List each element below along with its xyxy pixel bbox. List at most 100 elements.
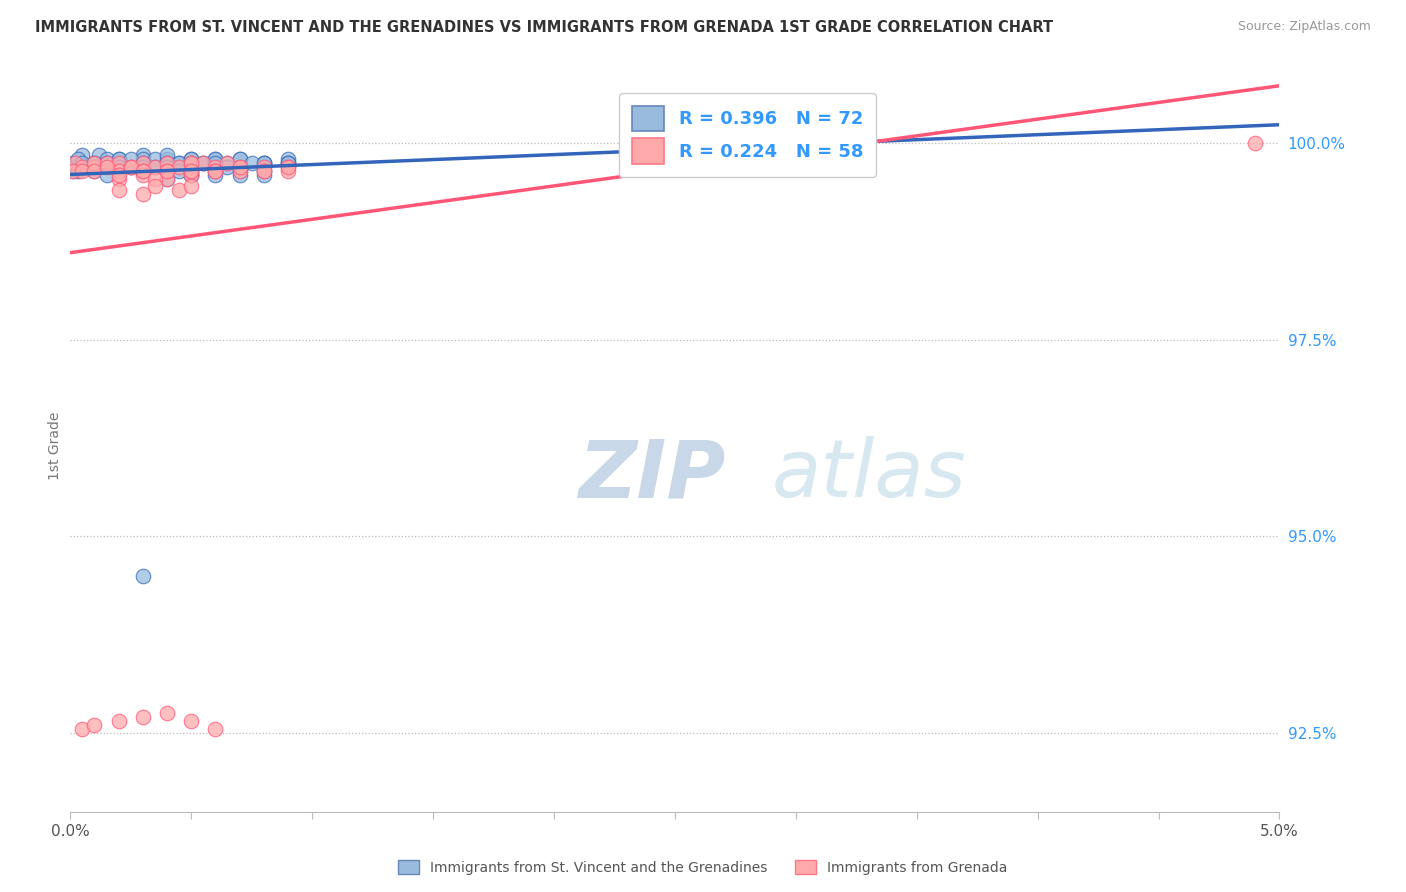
Point [204, 152, 226, 166]
Point [62, 163, 84, 178]
Point [96, 168, 118, 182]
Point [143, 171, 166, 186]
Point [193, 156, 215, 170]
Point [277, 152, 299, 166]
Point [253, 156, 276, 170]
Point [180, 168, 202, 182]
Point [72, 160, 94, 174]
Point [132, 160, 155, 174]
Point [132, 163, 155, 178]
Point [132, 163, 155, 178]
Point [228, 168, 250, 182]
Point [66, 152, 89, 166]
Point [277, 156, 299, 170]
Point [120, 160, 142, 174]
Point [253, 163, 276, 178]
Point [217, 156, 239, 170]
Point [72, 722, 94, 736]
Point [132, 568, 155, 582]
Point [96, 156, 118, 170]
Point [156, 163, 179, 178]
Point [107, 156, 129, 170]
Point [132, 168, 155, 182]
Point [156, 160, 179, 174]
Point [132, 163, 155, 178]
Point [228, 160, 250, 174]
Point [156, 163, 179, 178]
Point [204, 152, 226, 166]
Point [180, 163, 202, 178]
Point [167, 163, 190, 178]
Point [228, 163, 250, 178]
Point [107, 183, 129, 197]
Point [204, 168, 226, 182]
Point [277, 156, 299, 170]
Point [143, 160, 166, 174]
Point [167, 156, 190, 170]
Text: ZIP: ZIP [578, 436, 725, 515]
Point [1244, 136, 1267, 151]
Point [107, 152, 129, 166]
Point [156, 156, 179, 170]
Point [120, 152, 142, 166]
Point [83, 163, 105, 178]
Point [180, 156, 202, 170]
Point [96, 152, 118, 166]
Point [253, 160, 276, 174]
Point [156, 152, 179, 166]
Point [83, 160, 105, 174]
Point [180, 714, 202, 729]
Point [228, 160, 250, 174]
Point [83, 156, 105, 170]
Point [132, 187, 155, 202]
Legend: R = 0.396   N = 72, R = 0.224   N = 58: R = 0.396 N = 72, R = 0.224 N = 58 [619, 93, 876, 177]
Point [156, 160, 179, 174]
Point [96, 160, 118, 174]
Point [72, 163, 94, 178]
Point [83, 156, 105, 170]
Point [253, 163, 276, 178]
Point [132, 156, 155, 170]
Point [180, 168, 202, 182]
Point [204, 722, 226, 736]
Point [62, 163, 84, 178]
Point [107, 163, 129, 178]
Text: Source: ZipAtlas.com: Source: ZipAtlas.com [1237, 20, 1371, 33]
Point [107, 714, 129, 729]
Point [83, 718, 105, 732]
Point [156, 171, 179, 186]
Point [156, 706, 179, 721]
Legend: Immigrants from St. Vincent and the Grenadines, Immigrants from Grenada: Immigrants from St. Vincent and the Gren… [392, 855, 1014, 880]
Point [180, 152, 202, 166]
Point [156, 156, 179, 170]
Point [204, 156, 226, 170]
Point [120, 160, 142, 174]
Point [277, 156, 299, 170]
Point [228, 160, 250, 174]
Point [180, 163, 202, 178]
Point [180, 156, 202, 170]
Point [204, 160, 226, 174]
Point [132, 156, 155, 170]
Point [107, 152, 129, 166]
Point [72, 148, 94, 162]
Point [204, 163, 226, 178]
Point [193, 156, 215, 170]
Point [83, 163, 105, 178]
Point [143, 179, 166, 194]
Point [228, 163, 250, 178]
Point [253, 168, 276, 182]
Text: IMMIGRANTS FROM ST. VINCENT AND THE GRENADINES VS IMMIGRANTS FROM GRENADA 1ST GR: IMMIGRANTS FROM ST. VINCENT AND THE GREN… [35, 20, 1053, 35]
Point [180, 152, 202, 166]
Point [204, 163, 226, 178]
Point [107, 163, 129, 178]
Point [180, 163, 202, 178]
Point [204, 163, 226, 178]
Point [217, 160, 239, 174]
Point [156, 171, 179, 186]
Point [62, 156, 84, 170]
Point [277, 160, 299, 174]
Point [167, 156, 190, 170]
Point [167, 160, 190, 174]
Y-axis label: 1st Grade: 1st Grade [48, 412, 62, 480]
